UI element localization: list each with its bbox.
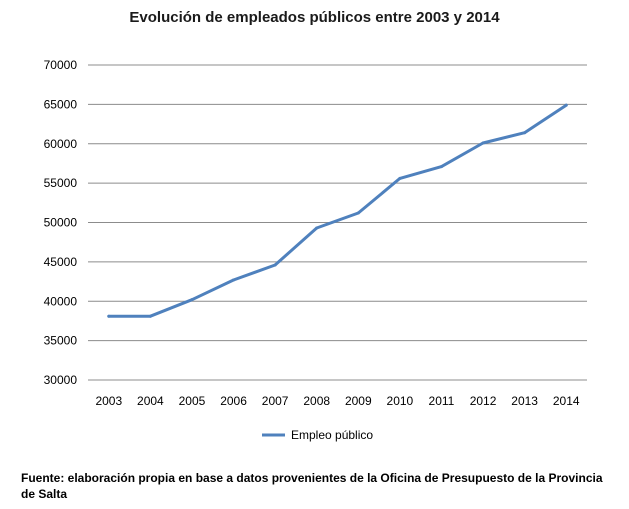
legend-label: Empleo público — [291, 428, 373, 442]
y-tick-label: 40000 — [44, 294, 78, 308]
x-tick-label: 2008 — [303, 394, 330, 408]
x-tick-label: 2013 — [511, 394, 538, 408]
x-tick-label: 2011 — [429, 394, 455, 408]
x-tick-label: 2005 — [179, 394, 206, 408]
y-tick-label: 30000 — [44, 373, 78, 387]
x-tick-label: 2010 — [387, 394, 414, 408]
y-tick-label: 70000 — [44, 58, 78, 72]
data-point — [190, 298, 194, 302]
x-tick-label: 2006 — [220, 394, 247, 408]
y-tick-label: 55000 — [44, 176, 78, 190]
source-note: Fuente: elaboración propia en base a dat… — [21, 471, 603, 501]
y-tick-label: 35000 — [44, 334, 78, 348]
y-tick-label: 65000 — [44, 97, 78, 111]
data-point — [107, 314, 111, 318]
x-tick-label: 2012 — [470, 394, 497, 408]
y-tick-label: 45000 — [44, 255, 78, 269]
chart-title: Evolución de empleados públicos entre 20… — [129, 9, 500, 26]
data-point — [398, 176, 402, 180]
series-line — [107, 103, 568, 318]
y-tick-label: 50000 — [44, 216, 78, 230]
data-point — [315, 226, 319, 230]
data-point — [439, 165, 443, 169]
x-tick-label: 2003 — [95, 394, 122, 408]
data-point — [481, 141, 485, 145]
x-tick-label: 2014 — [553, 394, 580, 408]
x-tick-label: 2007 — [262, 394, 289, 408]
data-point — [232, 278, 236, 282]
data-point — [523, 131, 527, 135]
data-point — [273, 263, 277, 267]
x-tick-label: 2009 — [345, 394, 372, 408]
data-point — [356, 211, 360, 215]
data-point — [564, 103, 568, 107]
x-tick-label: 2004 — [137, 394, 164, 408]
data-point — [148, 314, 152, 318]
y-tick-label: 60000 — [44, 137, 78, 151]
